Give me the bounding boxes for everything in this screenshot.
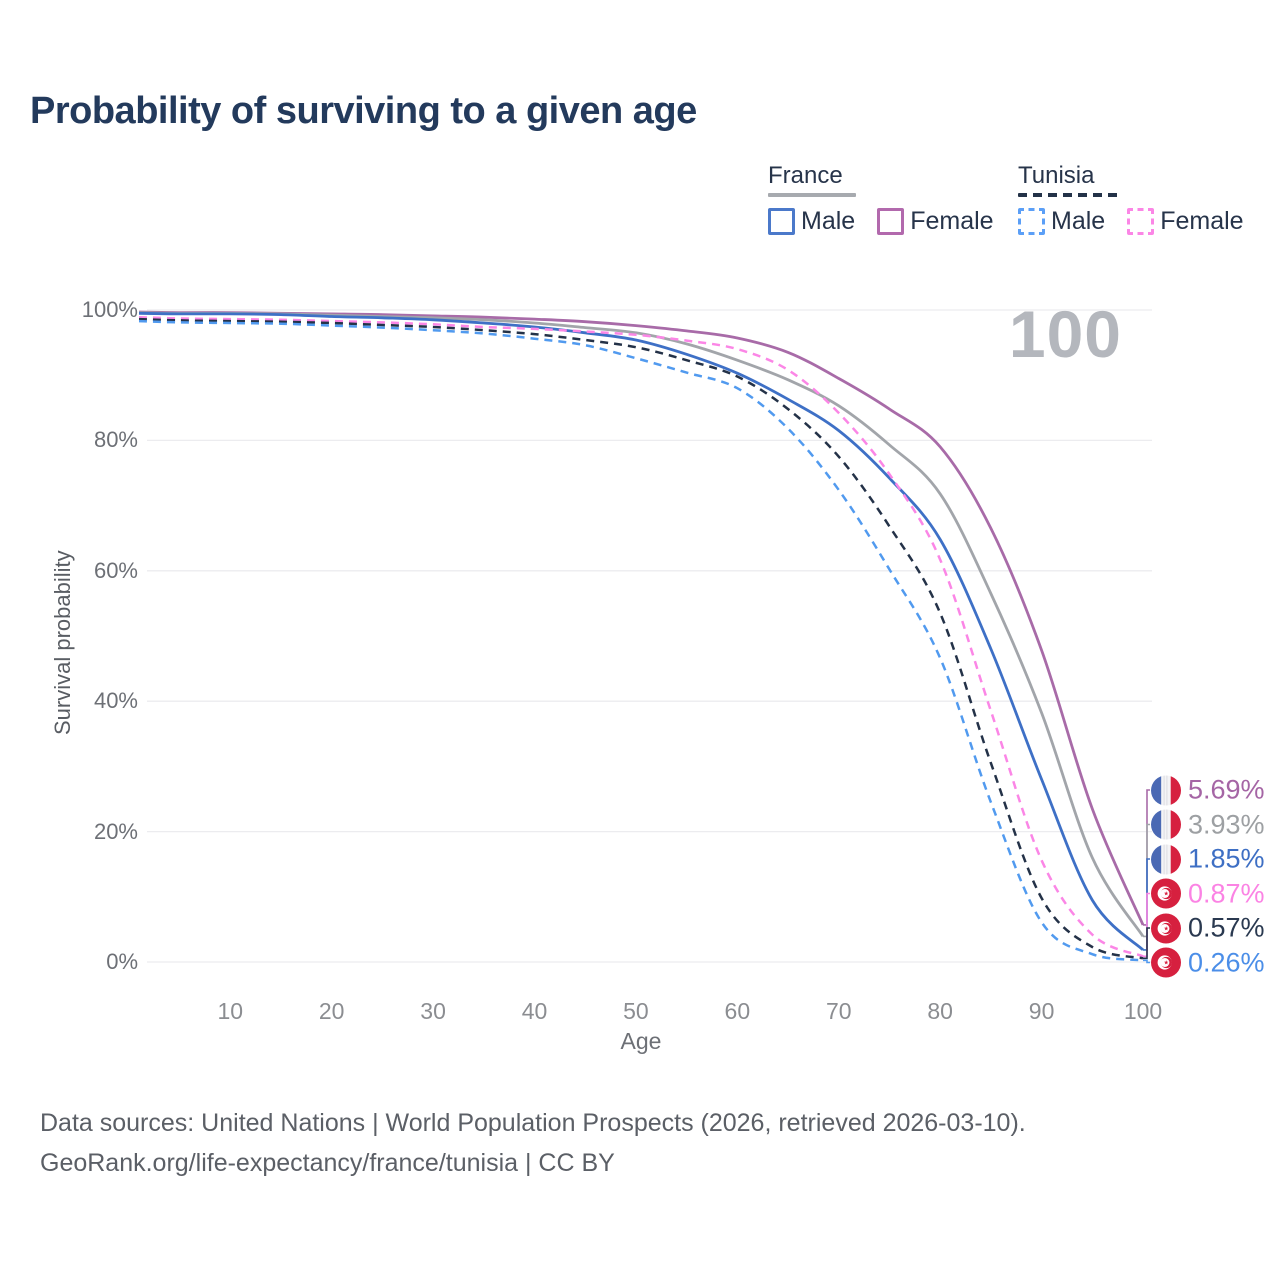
legend-line-sample-solid [768, 193, 856, 197]
end-label-connector-tunisia-female [1143, 892, 1150, 958]
legend-item-label: Male [1051, 207, 1106, 235]
y-tick-label: 20% [93, 818, 138, 844]
footer-attribution-line: GeoRank.org/life-expectancy/france/tunis… [40, 1149, 615, 1177]
legend-group-france: France Male Female [768, 162, 994, 236]
x-tick-label: 90 [1028, 998, 1055, 1024]
legend-group-tunisia: Tunisia Male Female [1018, 162, 1244, 236]
end-label-row-tunisia-total: 0.57% [1151, 913, 1265, 944]
legend-group-title[interactable]: France [768, 162, 843, 189]
y-tick-label: 60% [93, 557, 138, 583]
legend-item-label: Female [910, 207, 994, 235]
series-line-tunisia-total [138, 317, 1144, 960]
tunisia-flag-icon [1151, 878, 1181, 909]
legend-item-label: Female [1160, 207, 1244, 235]
x-tick-label: 80 [927, 998, 953, 1024]
x-tick-label: 70 [825, 998, 852, 1024]
legend-swatch-icon [1127, 208, 1155, 235]
x-axis-title: Age [620, 1028, 662, 1054]
series-line-france-male [138, 311, 1144, 951]
end-label-value: 0.87% [1188, 878, 1265, 908]
x-tick-label: 30 [420, 998, 446, 1024]
legend-item-france-female[interactable]: Female [877, 207, 994, 236]
tunisia-flag-icon [1151, 947, 1181, 978]
x-tick-label: 100 [1123, 998, 1163, 1024]
series-line-tunisia-male [138, 319, 1144, 962]
y-tick-label: 0% [106, 949, 138, 974]
legend-item-tunisia-female[interactable]: Female [1127, 207, 1244, 236]
y-tick-label: 40% [93, 688, 138, 714]
y-tick-label: 100% [81, 297, 138, 322]
tunisia-flag-icon [1151, 913, 1181, 943]
legend-swatch-icon [1018, 208, 1045, 235]
legend-group-title[interactable]: Tunisia [1018, 162, 1095, 189]
footer-source-line: Data sources: United Nations | World Pop… [40, 1109, 1026, 1137]
end-label-row-tunisia-male: 0.26% [1151, 947, 1265, 978]
end-label-row-france-female: 5.69% [1151, 775, 1265, 806]
footer: Data sources: United Nations | World Pop… [40, 1103, 1026, 1183]
legend-item-tunisia-male[interactable]: Male [1018, 207, 1105, 236]
y-tick-label: 80% [93, 427, 138, 453]
x-tick-label: 20 [318, 998, 345, 1024]
legend-items: Male Female [1018, 207, 1244, 236]
legend-item-label: Male [801, 207, 856, 235]
x-tick-label: 60 [724, 998, 751, 1024]
series-line-tunisia-female [138, 315, 1144, 958]
end-label-value: 0.57% [1188, 912, 1265, 943]
end-label-connector-tunisia-male [1143, 959, 1150, 964]
series-line-france-female [138, 310, 1145, 926]
france-flag-icon [1151, 844, 1181, 874]
end-label-value: 3.93% [1188, 809, 1265, 839]
y-axis-title: Survival probability [50, 550, 75, 735]
x-tick-label: 40 [521, 998, 548, 1024]
x-tick-label: 10 [217, 998, 244, 1024]
legend-item-france-male[interactable]: Male [768, 207, 855, 236]
x-tick-label: 50 [623, 998, 649, 1024]
chart-title: Probability of surviving to a given age [30, 90, 697, 132]
legend-swatch-icon [768, 208, 795, 235]
legend-line-sample-dashed [1018, 193, 1119, 197]
end-label-connector-tunisia-total [1143, 927, 1150, 960]
reference-age-watermark: 100 [1008, 297, 1122, 371]
series-line-france-total [138, 311, 1145, 938]
france-flag-icon [1151, 775, 1181, 805]
end-label-row-france-total: 3.93% [1151, 809, 1265, 840]
france-flag-icon [1151, 809, 1181, 840]
end-label-value: 5.69% [1188, 774, 1265, 805]
end-label-row-tunisia-female: 0.87% [1151, 878, 1265, 909]
end-label-value: 0.26% [1188, 947, 1265, 977]
end-label-row-france-male: 1.85% [1151, 844, 1265, 875]
end-label-value: 1.85% [1188, 843, 1265, 874]
legend-swatch-icon [877, 208, 905, 235]
legend-items: Male Female [768, 207, 994, 236]
